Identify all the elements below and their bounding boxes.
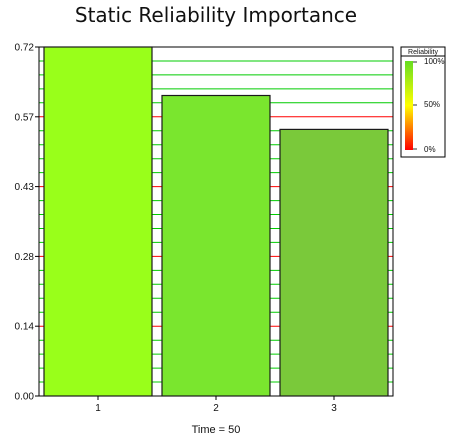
bar-3 <box>279 128 389 397</box>
y-tick-label: 0.00 <box>15 392 35 403</box>
x-tick-label: 3 <box>331 403 337 414</box>
bar-1 <box>43 46 153 397</box>
y-tick-label: 0.43 <box>15 182 35 193</box>
chart-title: Static Reliability Importance <box>75 3 357 27</box>
legend-label-0: 0% <box>424 145 436 154</box>
x-axis-label: Time = 50 <box>192 424 241 436</box>
y-tick-label: 0.72 <box>15 43 35 54</box>
legend-title: Reliability <box>408 49 438 56</box>
legend: Reliability 100% 50% 0% <box>400 46 446 158</box>
y-tick-label: 0.57 <box>15 112 35 123</box>
x-axis-ticks: 1 2 3 <box>95 396 337 414</box>
y-axis-ticks: 0.00 0.14 0.28 0.43 0.57 0.72 <box>15 43 39 403</box>
x-tick-label: 2 <box>213 403 219 414</box>
y-tick-label: 0.28 <box>15 252 35 263</box>
x-tick-label: 1 <box>95 403 101 414</box>
legend-gradient-bar <box>405 61 413 150</box>
legend-label-100: 100% <box>424 57 444 66</box>
y-tick-label: 0.14 <box>15 322 35 333</box>
bars <box>43 46 389 397</box>
bar-2 <box>161 94 271 397</box>
legend-label-50: 50% <box>424 100 440 109</box>
